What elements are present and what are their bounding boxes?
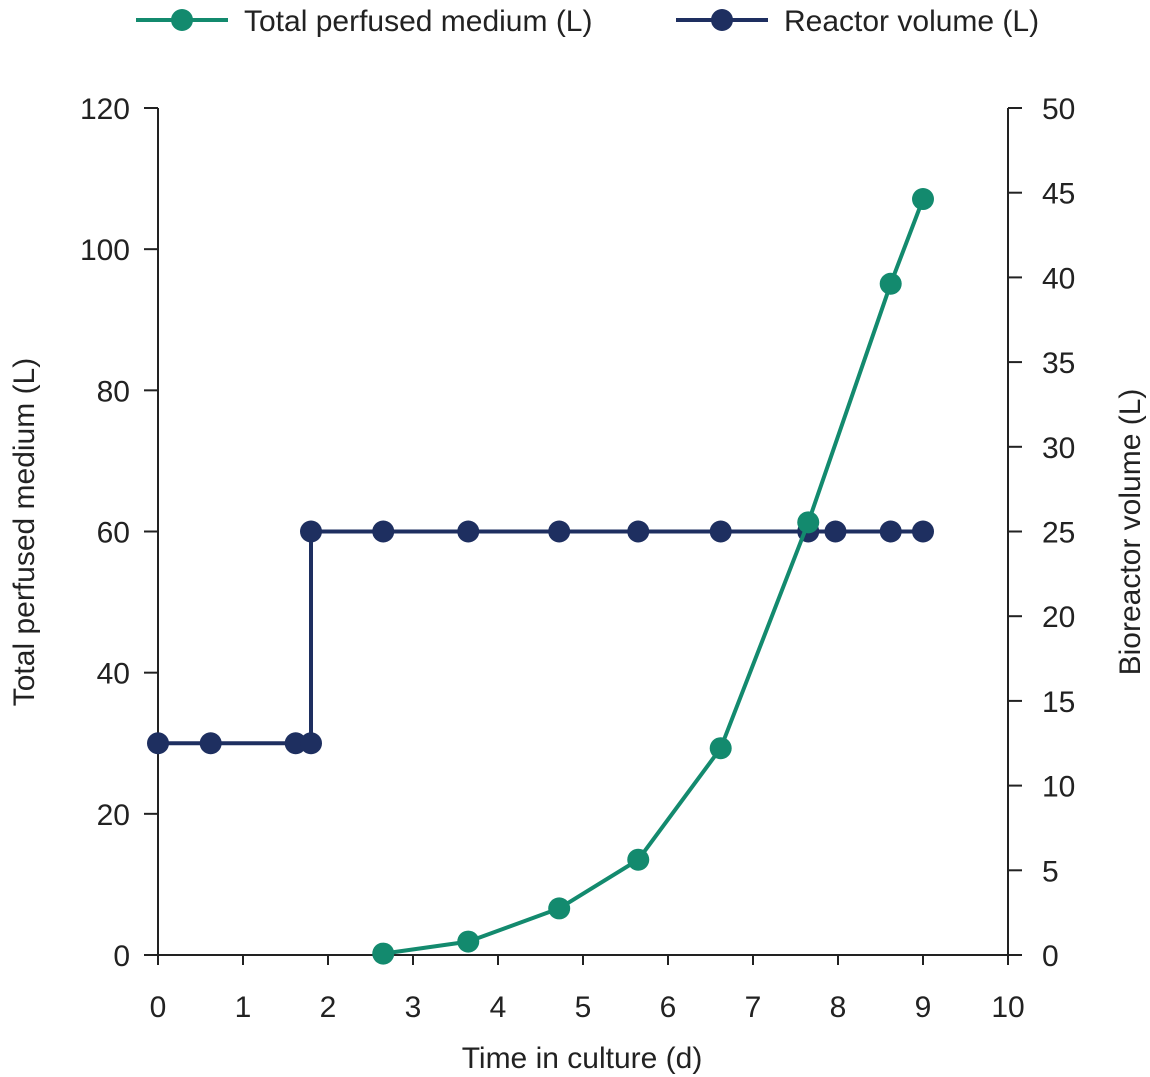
- left-y-tick-label: 0: [113, 940, 130, 973]
- x-tick-label: 9: [915, 991, 932, 1024]
- left-y-tick-label: 40: [97, 658, 130, 691]
- right-y-tick-label: 0: [1042, 940, 1059, 973]
- legend-label: Total perfused medium (L): [244, 5, 593, 38]
- x-tick-label: 8: [830, 991, 847, 1024]
- data-point-reactor-volume: [284, 732, 307, 755]
- right-y-tick-label: 5: [1042, 855, 1059, 888]
- x-axis-title: Time in culture (d): [462, 1042, 703, 1075]
- x-tick-label: 3: [405, 991, 422, 1024]
- right-y-tick-label: 15: [1042, 686, 1075, 719]
- data-point-perfused-medium: [879, 272, 902, 295]
- series-line-perfused-medium: [383, 198, 925, 956]
- data-point-reactor-volume: [824, 520, 847, 543]
- legend: Total perfused medium (L) Reactor volume …: [136, 5, 1039, 38]
- legend-swatch-marker: [171, 9, 193, 31]
- data-point-reactor-volume: [457, 520, 480, 543]
- legend-item-perfused-medium: Total perfused medium (L): [136, 5, 593, 38]
- left-y-tick-label: 20: [97, 799, 130, 832]
- data-point-reactor-volume: [300, 732, 322, 755]
- right-y-tick-label: 10: [1042, 771, 1075, 804]
- data-point-reactor-volume: [147, 732, 169, 755]
- x-tick-label: 5: [575, 991, 592, 1024]
- data-point-reactor-volume: [879, 520, 902, 543]
- right-y-tick-label: 45: [1042, 178, 1075, 211]
- data-point-perfused-medium: [709, 737, 732, 760]
- right-y-tick-label: 50: [1042, 93, 1075, 126]
- x-tick-label: 0: [150, 991, 167, 1024]
- data-point-perfused-medium: [457, 930, 480, 953]
- x-tick-label: 1: [235, 991, 252, 1024]
- series-reactor-volume: [147, 520, 934, 755]
- data-point-reactor-volume: [300, 520, 322, 543]
- left-y-axis-title: Total perfused medium (L): [8, 358, 41, 707]
- x-tick-label: 10: [991, 991, 1024, 1024]
- data-point-reactor-volume: [912, 520, 934, 543]
- left-y-tick-label: 100: [80, 234, 130, 267]
- right-y-axis-title: Bioreactor volume (L): [1114, 389, 1147, 676]
- legend-item-reactor-volume: Reactor volume (L): [676, 5, 1039, 38]
- series-layer: [147, 188, 934, 965]
- right-y-tick-label: 40: [1042, 262, 1075, 295]
- data-point-reactor-volume: [627, 520, 650, 543]
- data-point-reactor-volume: [709, 520, 732, 543]
- data-point-reactor-volume: [372, 520, 395, 543]
- right-y-tick-label: 35: [1042, 347, 1075, 380]
- right-y-tick-label: 30: [1042, 432, 1075, 465]
- series-line-reactor-volume: [158, 529, 923, 746]
- left-y-tick-label: 60: [97, 517, 130, 550]
- data-point-reactor-volume: [548, 520, 571, 543]
- data-point-perfused-medium: [797, 511, 820, 534]
- x-tick-label: 2: [320, 991, 337, 1024]
- legend-swatch-marker: [711, 9, 733, 31]
- data-point-perfused-medium: [627, 848, 650, 871]
- right-y-tick-label: 25: [1042, 517, 1075, 550]
- right-y-tick-label: 20: [1042, 601, 1075, 634]
- data-point-perfused-medium: [548, 897, 571, 920]
- x-tick-label: 4: [490, 991, 507, 1024]
- axes: 0 1 2 3 4 5 6 7 8 9 100204060801001200510152025303…: [80, 93, 1075, 1024]
- x-tick-label: 6: [660, 991, 677, 1024]
- left-y-tick-label: 120: [80, 93, 130, 126]
- series-perfused-medium: [372, 188, 934, 965]
- data-point-perfused-medium: [372, 942, 395, 965]
- left-y-tick-label: 80: [97, 375, 130, 408]
- data-point-perfused-medium: [912, 188, 934, 211]
- data-point-reactor-volume: [199, 732, 222, 755]
- legend-label: Reactor volume (L): [784, 5, 1039, 38]
- x-tick-label: 7: [745, 991, 762, 1024]
